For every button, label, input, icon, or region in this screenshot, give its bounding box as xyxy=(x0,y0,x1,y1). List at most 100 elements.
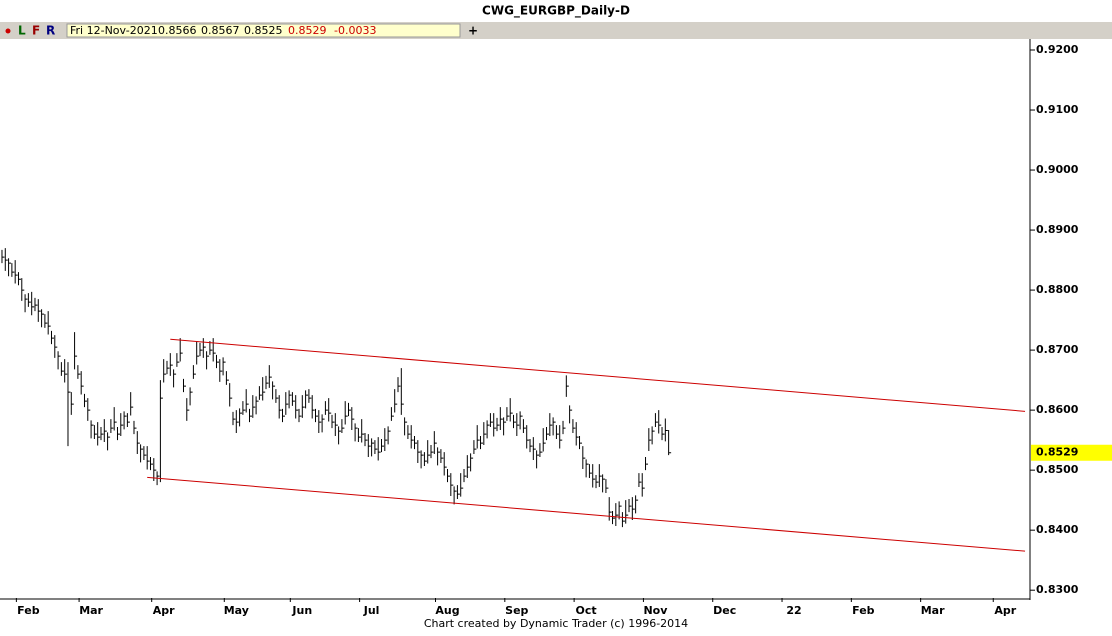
x-tick-label: Feb xyxy=(852,604,875,617)
info-date: Fri 12-Nov-2021 xyxy=(70,24,158,37)
x-tick-label: Sep xyxy=(505,604,528,617)
ohlc-bar xyxy=(209,341,213,355)
ohlc-bar xyxy=(526,425,530,449)
ohlc-bar xyxy=(595,474,599,489)
ohlc-bar xyxy=(499,407,503,430)
ohlc-bar xyxy=(635,495,639,514)
ohlc-bar xyxy=(186,398,190,421)
y-tick-label: 0.8800 xyxy=(1036,283,1079,296)
ohlc-bar xyxy=(394,389,398,413)
ohlc-bar xyxy=(348,402,352,417)
ohlc-bar xyxy=(440,449,444,463)
toolbar-button[interactable]: R xyxy=(46,24,55,38)
ohlc-bar xyxy=(159,380,163,483)
ohlc-bar xyxy=(328,398,332,422)
ohlc-bar xyxy=(31,291,35,316)
ohlc-bar xyxy=(206,351,210,370)
ohlc-bar xyxy=(552,417,556,436)
ohlc-bar xyxy=(575,422,579,446)
ohlc-bar xyxy=(493,413,497,437)
y-tick-label: 0.8600 xyxy=(1036,403,1079,416)
ohlc-bar xyxy=(74,332,78,370)
ohlc-bar xyxy=(305,390,309,409)
ohlc-bar xyxy=(41,309,45,328)
ohlc-bar xyxy=(367,434,371,457)
ohlc-bar xyxy=(668,429,672,456)
ohlc-bar xyxy=(47,311,51,335)
add-button[interactable]: + xyxy=(468,24,478,38)
ohlc-bar xyxy=(278,395,282,419)
ohlc-bar xyxy=(334,413,338,436)
x-tick-label: May xyxy=(224,604,249,617)
ohlc-bar xyxy=(549,413,553,436)
info-field xyxy=(66,23,461,38)
status-dot xyxy=(5,28,11,34)
ohlc-bar xyxy=(308,389,312,403)
info-open: 0.8566 xyxy=(158,24,197,37)
ohlc-bar xyxy=(407,425,411,439)
ohlc-bar xyxy=(430,444,434,459)
ohlc-bar xyxy=(536,450,540,469)
ohlc-bar xyxy=(621,512,625,528)
ohlc-bar xyxy=(169,353,173,376)
ohlc-bar xyxy=(77,365,81,379)
ohlc-bar xyxy=(338,426,342,445)
info-low: 0.8525 xyxy=(244,24,283,37)
ohlc-bar xyxy=(344,401,348,425)
toolbar-button[interactable]: F xyxy=(32,24,40,38)
ohlc-bar xyxy=(146,446,150,470)
ohlc-bar xyxy=(255,396,259,415)
x-tick-label: Mar xyxy=(921,604,945,617)
toolbar-button[interactable]: L xyxy=(18,24,26,38)
ohlc-bar xyxy=(116,426,120,441)
ohlc-bar xyxy=(265,375,269,390)
ohlc-bar xyxy=(90,420,94,439)
ohlc-bar xyxy=(522,419,526,433)
ohlc-bar xyxy=(615,503,619,526)
x-tick-label: Oct xyxy=(576,604,597,617)
ohlc-bar xyxy=(17,272,21,286)
ohlc-bar xyxy=(315,408,319,423)
ohlc-bar xyxy=(235,410,239,433)
ohlc-bar xyxy=(258,386,262,400)
x-tick-label: Mar xyxy=(79,604,103,617)
x-tick-label: Jun xyxy=(291,604,312,617)
ohlc-bar xyxy=(456,485,460,499)
ohlc-bar xyxy=(93,425,97,439)
y-tick-label: 0.9000 xyxy=(1036,163,1079,176)
y-tick-label: 0.8500 xyxy=(1036,463,1079,476)
ohlc-bar xyxy=(149,456,153,471)
ohlc-bar xyxy=(420,450,424,469)
ohlc-bar xyxy=(202,338,206,358)
ohlc-bar xyxy=(318,410,322,433)
ohlc-bar xyxy=(130,392,134,416)
ohlc-bar xyxy=(239,408,243,427)
ohlc-bar xyxy=(341,419,345,433)
ohlc-bar xyxy=(212,338,216,362)
ohlc-bar xyxy=(605,479,609,493)
ohlc-bar xyxy=(192,365,196,379)
ohlc-bar xyxy=(470,453,474,472)
ohlc-bar xyxy=(357,428,361,442)
ohlc-bar xyxy=(645,456,649,471)
ohlc-bar xyxy=(143,446,147,460)
ohlc-bar xyxy=(555,425,559,439)
ohlc-bar xyxy=(298,408,302,423)
ohlc-bar xyxy=(658,410,662,434)
ohlc-bar xyxy=(473,440,477,454)
trend-line xyxy=(170,338,1026,412)
ohlc-bar xyxy=(222,357,226,376)
ohlc-bar xyxy=(598,464,602,487)
y-tick-label: 0.8700 xyxy=(1036,343,1079,356)
ohlc-bar xyxy=(1,249,5,264)
ohlc-bar xyxy=(404,417,408,436)
ohlc-bar xyxy=(509,398,513,422)
y-tick-label: 0.9200 xyxy=(1036,43,1079,56)
ohlc-bar xyxy=(100,426,104,441)
x-tick-label: Apr xyxy=(153,604,175,617)
ohlc-bar xyxy=(133,420,137,435)
ohlc-bar xyxy=(562,420,566,435)
ohlc-bar xyxy=(295,395,299,419)
ohlc-bar xyxy=(288,390,292,409)
ohlc-bar xyxy=(199,342,203,357)
